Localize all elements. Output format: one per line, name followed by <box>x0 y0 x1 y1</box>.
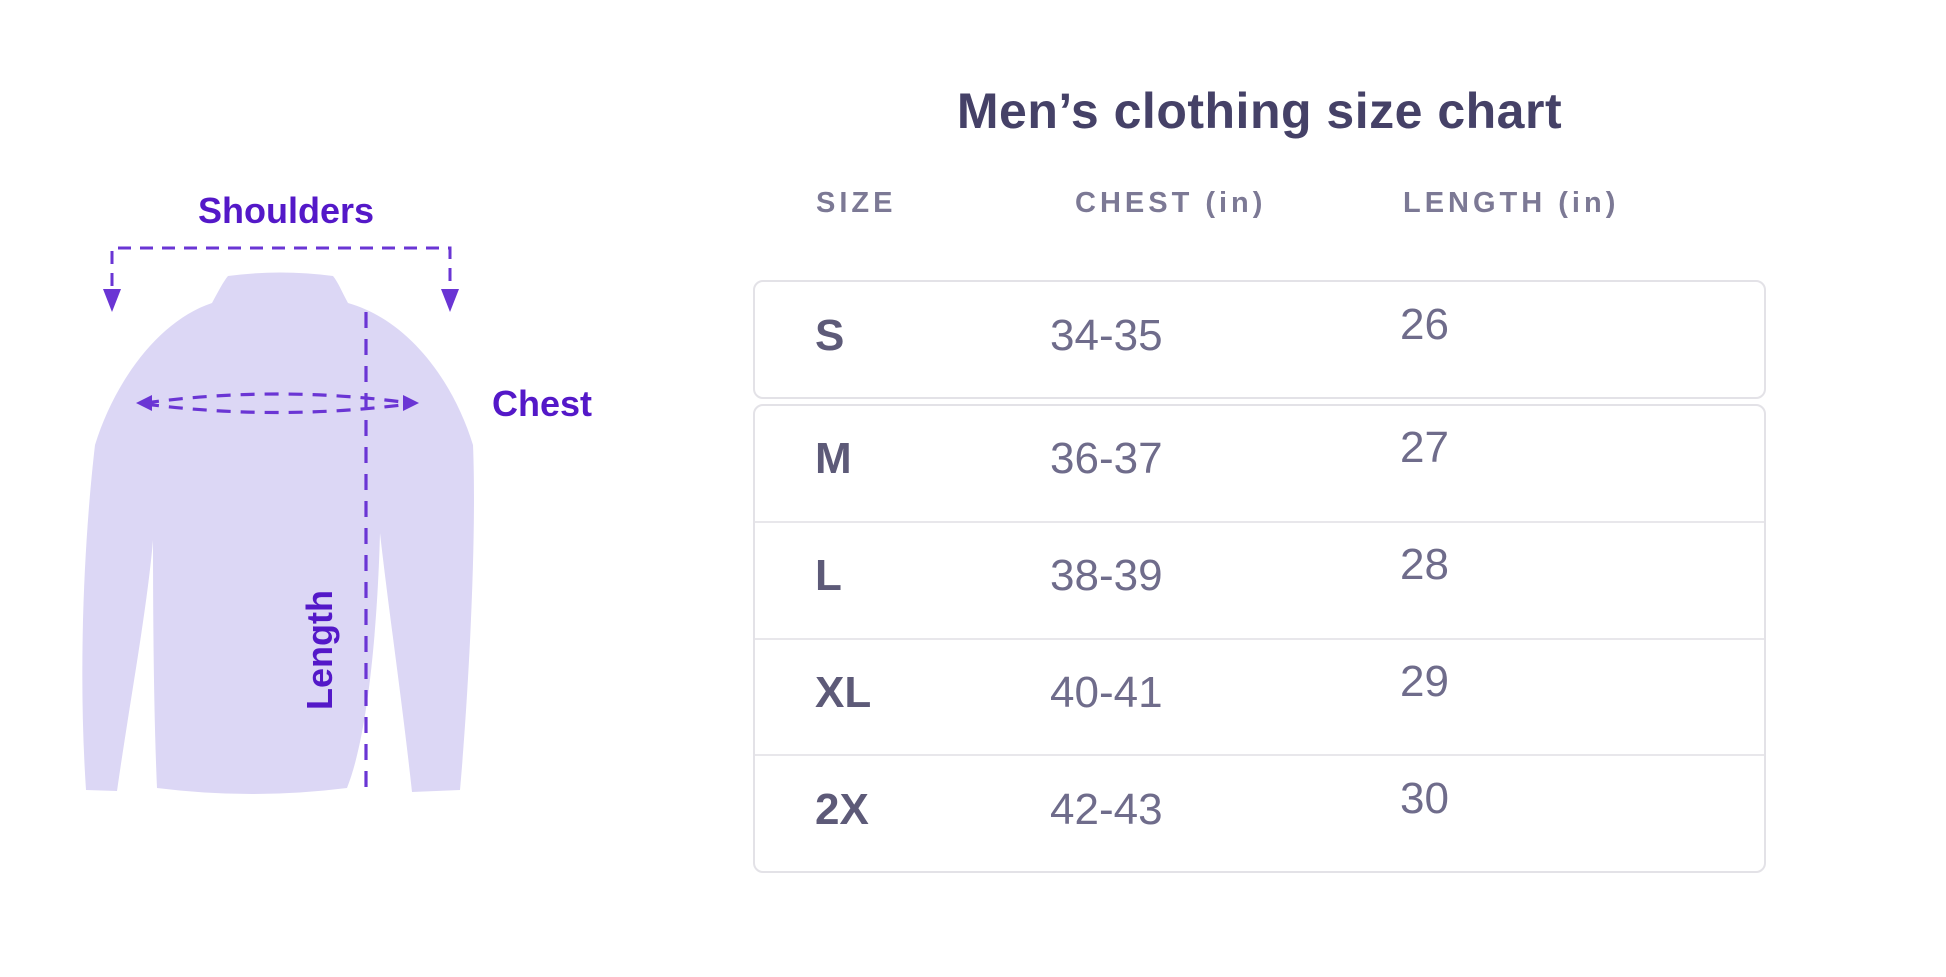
table-row-l: L 38-39 28 <box>755 520 1764 638</box>
column-header-chest: CHEST (in) <box>1075 187 1267 219</box>
cell-length: 30 <box>1400 773 1449 823</box>
chest-arrow-left-icon <box>136 395 152 411</box>
cell-chest: 40-41 <box>1050 667 1163 717</box>
cell-chest: 34-35 <box>1050 310 1163 360</box>
cell-size: S <box>815 310 845 360</box>
table-row-xl: XL 40-41 29 <box>755 637 1764 755</box>
shoulders-arrow-left-icon <box>103 289 121 312</box>
column-header-size: SIZE <box>816 187 897 219</box>
cell-length: 26 <box>1400 299 1449 349</box>
table-header-row: SIZE CHEST (in) LENGTH (in) <box>753 187 1766 220</box>
cell-chest: 36-37 <box>1050 434 1163 484</box>
chest-label: Chest <box>492 383 593 424</box>
cell-size: M <box>815 434 852 484</box>
cell-size: L <box>815 551 842 601</box>
shoulders-arrow-right-icon <box>441 289 459 312</box>
chest-arrow-right-icon <box>403 395 419 411</box>
column-header-length: LENGTH (in) <box>1403 187 1620 219</box>
cell-length: 28 <box>1400 540 1449 590</box>
shirt-silhouette <box>82 272 474 794</box>
length-label: Length <box>299 590 340 710</box>
table-row-2x: 2X 42-43 30 <box>755 754 1764 871</box>
chest-measure-ellipse <box>144 392 411 405</box>
cell-length: 27 <box>1400 423 1449 473</box>
shoulders-measure-bracket <box>110 246 452 286</box>
table-row-group-m-2x: M 36-37 27 L 38-39 28 XL 40-41 29 2X 42-… <box>753 404 1766 873</box>
cell-chest: 38-39 <box>1050 551 1163 601</box>
shirt-measurement-diagram <box>82 246 474 794</box>
cell-length: 29 <box>1400 656 1449 706</box>
cell-chest: 42-43 <box>1050 784 1163 834</box>
cell-size: XL <box>815 667 872 717</box>
chest-measure-ellipse-bottom <box>144 402 411 415</box>
table-row-s: S 34-35 26 <box>755 282 1764 397</box>
table-row-m: M 36-37 27 <box>755 406 1764 521</box>
chart-title: Men’s clothing size chart <box>956 83 1563 139</box>
cell-size: 2X <box>815 784 869 834</box>
table-row-group-s: S 34-35 26 <box>753 280 1766 399</box>
shoulders-label: Shoulders <box>198 190 375 231</box>
